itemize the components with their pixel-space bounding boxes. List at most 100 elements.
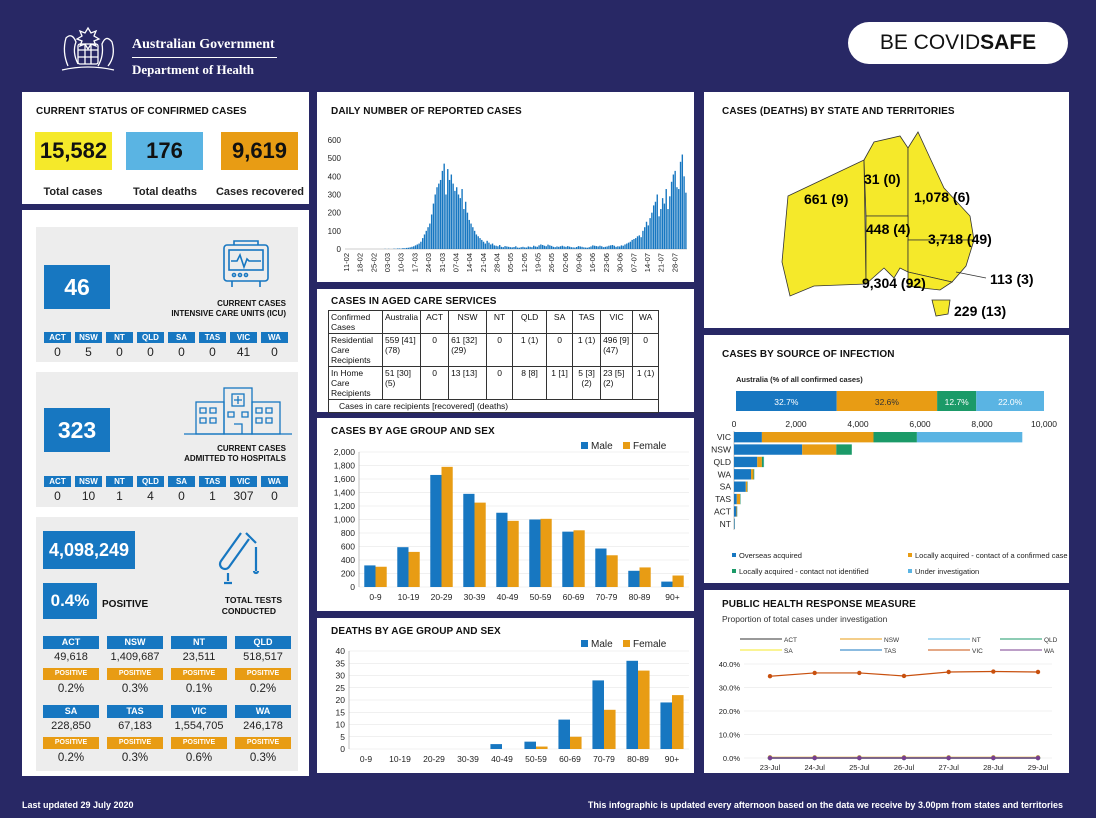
daily-xtick: 10-03 bbox=[397, 253, 406, 272]
response-legend-label-qld: QLD bbox=[1044, 637, 1058, 644]
legend-label-female: Female bbox=[633, 639, 667, 650]
recovered-label: Cases recovered bbox=[215, 186, 305, 198]
daily-bar bbox=[452, 183, 454, 249]
state-header-qld: QLD bbox=[137, 332, 164, 343]
source-legend-label-1: Locally acquired - contact of a confirme… bbox=[915, 551, 1068, 560]
daily-bar bbox=[611, 245, 614, 249]
daily-bar bbox=[638, 235, 641, 249]
xtick-label: 90+ bbox=[665, 754, 679, 764]
aged-h-2: ACT bbox=[420, 310, 450, 334]
daily-xtick: 12-05 bbox=[520, 253, 529, 272]
daily-bar bbox=[606, 246, 608, 249]
bar-male bbox=[496, 512, 508, 587]
xtick-label: 50-59 bbox=[525, 754, 547, 764]
daily-bar bbox=[522, 246, 524, 249]
state-header-sa: SA bbox=[168, 476, 195, 487]
tests-box: 4,098,249 0.4% POSITIVE TOTAL TESTS COND… bbox=[36, 517, 298, 771]
bar-female bbox=[474, 502, 486, 587]
state-header-nt: NT bbox=[106, 332, 133, 343]
daily-bar bbox=[610, 245, 612, 249]
test-state-nsw: NSW bbox=[107, 636, 163, 649]
daily-bar bbox=[567, 246, 569, 249]
response-point-vic bbox=[1035, 669, 1041, 675]
daily-bar bbox=[656, 194, 658, 249]
daily-bar bbox=[443, 163, 445, 249]
daily-bar bbox=[445, 194, 447, 249]
xtick-label: 30-39 bbox=[457, 754, 479, 764]
bar-male bbox=[524, 741, 536, 749]
daily-bar bbox=[661, 198, 664, 249]
response-point-wa bbox=[991, 755, 996, 761]
response-legend-label-vic: VIC bbox=[972, 648, 983, 655]
footer-note: This infographic is updated every aftern… bbox=[587, 800, 1063, 810]
daily-xtick: 09-06 bbox=[575, 253, 584, 272]
daily-bar bbox=[488, 242, 490, 249]
hospital-label-1: CURRENT CASES bbox=[217, 444, 286, 453]
map-tas bbox=[931, 299, 951, 317]
response-chart: ACT NSW NT QLD SA TAS VIC WA 0.0% 10.0% 20.0% 30.0%… bbox=[719, 637, 1058, 772]
daily-bar bbox=[640, 237, 642, 249]
response-xtick: 29-Jul bbox=[1028, 763, 1049, 772]
daily-bar bbox=[669, 196, 671, 249]
daily-bar bbox=[413, 246, 415, 249]
ytick-label: 400 bbox=[341, 555, 355, 565]
bar-female bbox=[672, 695, 684, 749]
bar-female bbox=[573, 530, 585, 587]
ytick-label: 1,200 bbox=[334, 501, 356, 511]
source-legend-label-2: Locally acquired - contact not identifie… bbox=[739, 567, 869, 576]
state-header-nsw: NSW bbox=[75, 332, 102, 343]
total-cases-value: 15,582 bbox=[35, 132, 112, 170]
daily-bar bbox=[552, 246, 555, 249]
ytick-label: 1,400 bbox=[334, 488, 356, 498]
test-count-qld: 518,517 bbox=[243, 651, 283, 663]
aged-care-row-residential: Residential Care Recipients 559 [41] (78… bbox=[328, 333, 660, 367]
legend-swatch-female bbox=[623, 640, 630, 647]
response-legend-label-sa: SA bbox=[784, 648, 793, 655]
test-count-nt: 23,511 bbox=[182, 651, 216, 663]
cases-age-chart: 0 200 400 600 800 1,000 1,200 1,400 1,600 1,800 2,… bbox=[334, 441, 689, 602]
daily-bar bbox=[448, 179, 451, 249]
test-state-act: ACT bbox=[43, 636, 99, 649]
daily-bar bbox=[649, 218, 651, 249]
daily-bar bbox=[418, 243, 420, 249]
response-point-vic bbox=[991, 669, 996, 674]
daily-bar bbox=[454, 190, 456, 249]
daily-bar bbox=[414, 245, 417, 249]
xtick-label: 0-9 bbox=[369, 592, 382, 602]
daily-xtick: 30-06 bbox=[616, 253, 625, 272]
daily-ytick: 300 bbox=[328, 191, 342, 200]
source-pct-label-0: 32.7% bbox=[774, 397, 799, 407]
source-category-vic: VIC bbox=[717, 432, 731, 442]
daily-bar bbox=[543, 245, 546, 249]
xtick-label: 10-19 bbox=[389, 754, 411, 764]
test-positive-badge-tas: POSITIVE bbox=[107, 737, 163, 749]
state-value-wa: 0 bbox=[271, 345, 278, 359]
coat-of-arms-icon bbox=[61, 26, 115, 71]
ytick-label: 0 bbox=[340, 744, 345, 754]
covidsafe-badge[interactable]: BE COVID SAFE bbox=[848, 22, 1068, 64]
recovered-value: 9,619 bbox=[221, 132, 298, 170]
daily-bar bbox=[405, 247, 408, 249]
daily-bar bbox=[685, 192, 687, 249]
dept-title: Department of Health bbox=[132, 62, 255, 77]
aged-r0-c9: 0 bbox=[632, 333, 660, 367]
cases-age-title: CASES BY AGE GROUP AND SEX bbox=[331, 426, 495, 437]
source-legend-label-3: Under investigation bbox=[915, 567, 979, 576]
daily-cases-chart: 0 100 200 300 400 500 600 11-02 18-02 25-02 03-03 1… bbox=[328, 136, 687, 272]
test-count-nsw: 1,409,687 bbox=[110, 651, 160, 663]
icu-value: 46 bbox=[44, 265, 110, 309]
response-xtick: 23-Jul bbox=[760, 763, 781, 772]
deaths-age-chart: 0 5 10 15 20 25 30 35 40 0-9 10-19 20-29 30-39 40-49 5… bbox=[336, 639, 689, 764]
daily-bar bbox=[658, 216, 660, 249]
daily-bar bbox=[624, 244, 626, 249]
source-bar-seg-2 bbox=[836, 444, 852, 455]
daily-bar bbox=[516, 247, 519, 249]
tests-state-grid: ACT 49,618 POSITIVE 0.2% NSW 1,409,687 POSITIV… bbox=[43, 636, 293, 766]
daily-bar bbox=[436, 187, 438, 249]
tests-label-2: CONDUCTED bbox=[221, 606, 276, 616]
daily-bar bbox=[674, 170, 676, 249]
test-percent-nt: 0.1% bbox=[185, 683, 213, 695]
daily-bar bbox=[432, 203, 435, 249]
daily-bar bbox=[593, 245, 596, 249]
daily-bar bbox=[583, 247, 585, 249]
